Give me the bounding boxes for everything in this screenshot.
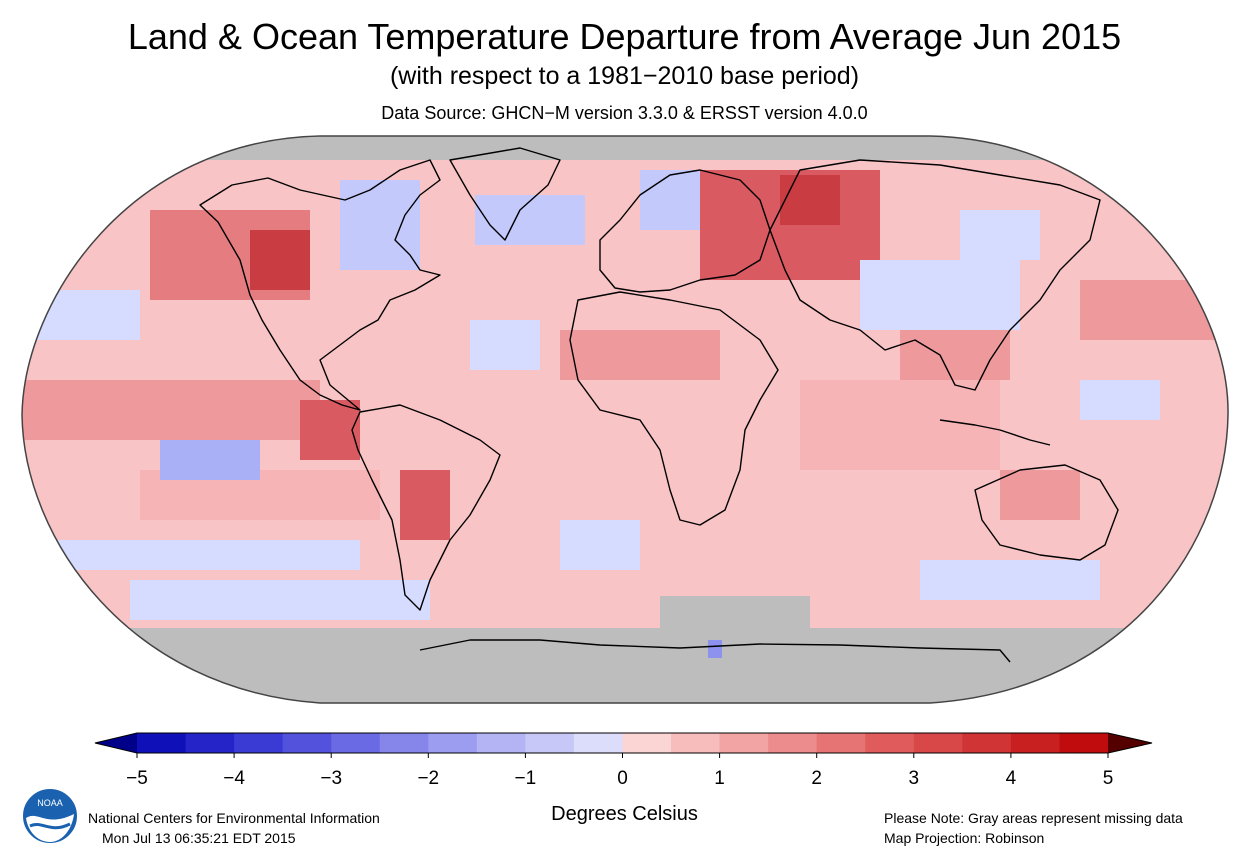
colorbar-segment: [1010, 733, 1060, 753]
anomaly-cell: [1080, 280, 1220, 340]
colorbar-segment: [671, 733, 721, 753]
coast-north-america: [199, 159, 441, 411]
footer-right: Please Note: Gray areas represent missin…: [884, 808, 1183, 848]
colorbar-segment: [1059, 733, 1109, 753]
anomaly-cell: [130, 580, 430, 620]
map-title: Land & Ocean Temperature Departure from …: [127, 16, 1122, 57]
colorbar-tick-label: 1: [714, 768, 725, 789]
colorbar-tick-label: 2: [811, 768, 822, 789]
colorbar-tick-label: −4: [223, 768, 245, 789]
colorbar-segment: [816, 733, 866, 753]
anomaly-cell: [660, 596, 810, 630]
colorbar-tick-label: 4: [1005, 768, 1017, 789]
colorbar-tick-label: 0: [617, 768, 628, 789]
anomaly-cell: [860, 260, 1020, 330]
anomaly-cell: [1080, 380, 1160, 420]
anomaly-cell: [920, 560, 1100, 600]
anomaly-cell: [40, 540, 360, 570]
map-subtitle: (with respect to a 1981−2010 base period…: [389, 62, 860, 90]
footer-left: National Centers for Environmental Infor…: [88, 808, 380, 848]
colorbar-tick-label: −3: [320, 768, 343, 789]
projection-note: Map Projection: Robinson: [884, 830, 1045, 846]
noaa-logo-text: NOAA: [37, 798, 63, 808]
colorbar-segment: [865, 733, 915, 753]
coast-australia: [974, 464, 1119, 561]
colorbar-segment: [379, 733, 429, 753]
coast-indonesia: [939, 419, 1051, 446]
colorbar-segment: [573, 733, 623, 753]
anomaly-cell: [708, 640, 722, 658]
colorbar-segment: [234, 733, 284, 753]
anomaly-cell: [560, 520, 640, 570]
coast-europe: [599, 169, 771, 293]
coast-greenland: [449, 147, 561, 241]
colorbar-segment: [428, 733, 478, 753]
colorbar-label: Degrees Celsius: [551, 803, 698, 825]
anomaly-cell: [22, 628, 1229, 703]
colorbar-tick-label: −1: [514, 768, 537, 789]
anomaly-cell: [250, 230, 310, 290]
anomaly-cell: [22, 380, 320, 440]
colorbar-tick-label: −5: [126, 768, 148, 789]
colorbar-segment: [913, 733, 963, 753]
colorbar-segment: [282, 733, 332, 753]
colorbar-segment: [185, 733, 235, 753]
anomaly-cell: [560, 330, 720, 380]
anomaly-cell: [640, 170, 700, 230]
colorbar-segment: [331, 733, 381, 753]
colorbar-tick-label: −2: [417, 768, 440, 789]
coast-africa: [569, 291, 779, 526]
anomaly-cell: [400, 470, 450, 540]
anomaly-cell: [800, 380, 1000, 470]
anomaly-cell: [780, 175, 840, 225]
coast-south-america: [351, 404, 501, 611]
anomaly-cell: [1000, 470, 1080, 520]
anomaly-cell: [470, 320, 540, 370]
colorbar-over-arrow: [1108, 733, 1152, 753]
coast-asia: [769, 159, 1101, 391]
colorbar-segment: [768, 733, 818, 753]
coastlines: [199, 147, 1119, 663]
anomaly-cell: [900, 330, 1010, 380]
colorbar-segment: [622, 733, 672, 753]
colorbar-segment: [137, 733, 187, 753]
coast-antarctica: [419, 639, 1011, 663]
colorbar-segment: [719, 733, 769, 753]
anomaly-cell: [475, 195, 585, 245]
colorbar-segment: [476, 733, 526, 753]
noaa-logo: NOAA: [20, 786, 80, 851]
globe-outline: [21, 135, 1229, 704]
missing-data-note: Please Note: Gray areas represent missin…: [884, 810, 1183, 826]
anomaly-cell: [160, 440, 260, 480]
colorbar-under-arrow: [95, 733, 137, 753]
generated-timestamp: Mon Jul 13 06:35:21 EDT 2015: [102, 830, 296, 846]
colorbar: [94, 732, 1153, 758]
colorbar-segment: [962, 733, 1012, 753]
anomaly-cell: [340, 180, 420, 270]
anomaly-cell: [960, 210, 1040, 260]
colorbar-segment: [525, 733, 575, 753]
anomaly-cell: [22, 136, 1229, 160]
colorbar-tick-label: 5: [1102, 768, 1114, 789]
colorbar-tick-label: 3: [908, 768, 920, 789]
data-source: Data Source: GHCN−M version 3.3.0 & ERSS…: [381, 103, 868, 123]
anomaly-cell: [300, 400, 360, 460]
organization-name: National Centers for Environmental Infor…: [88, 810, 380, 826]
